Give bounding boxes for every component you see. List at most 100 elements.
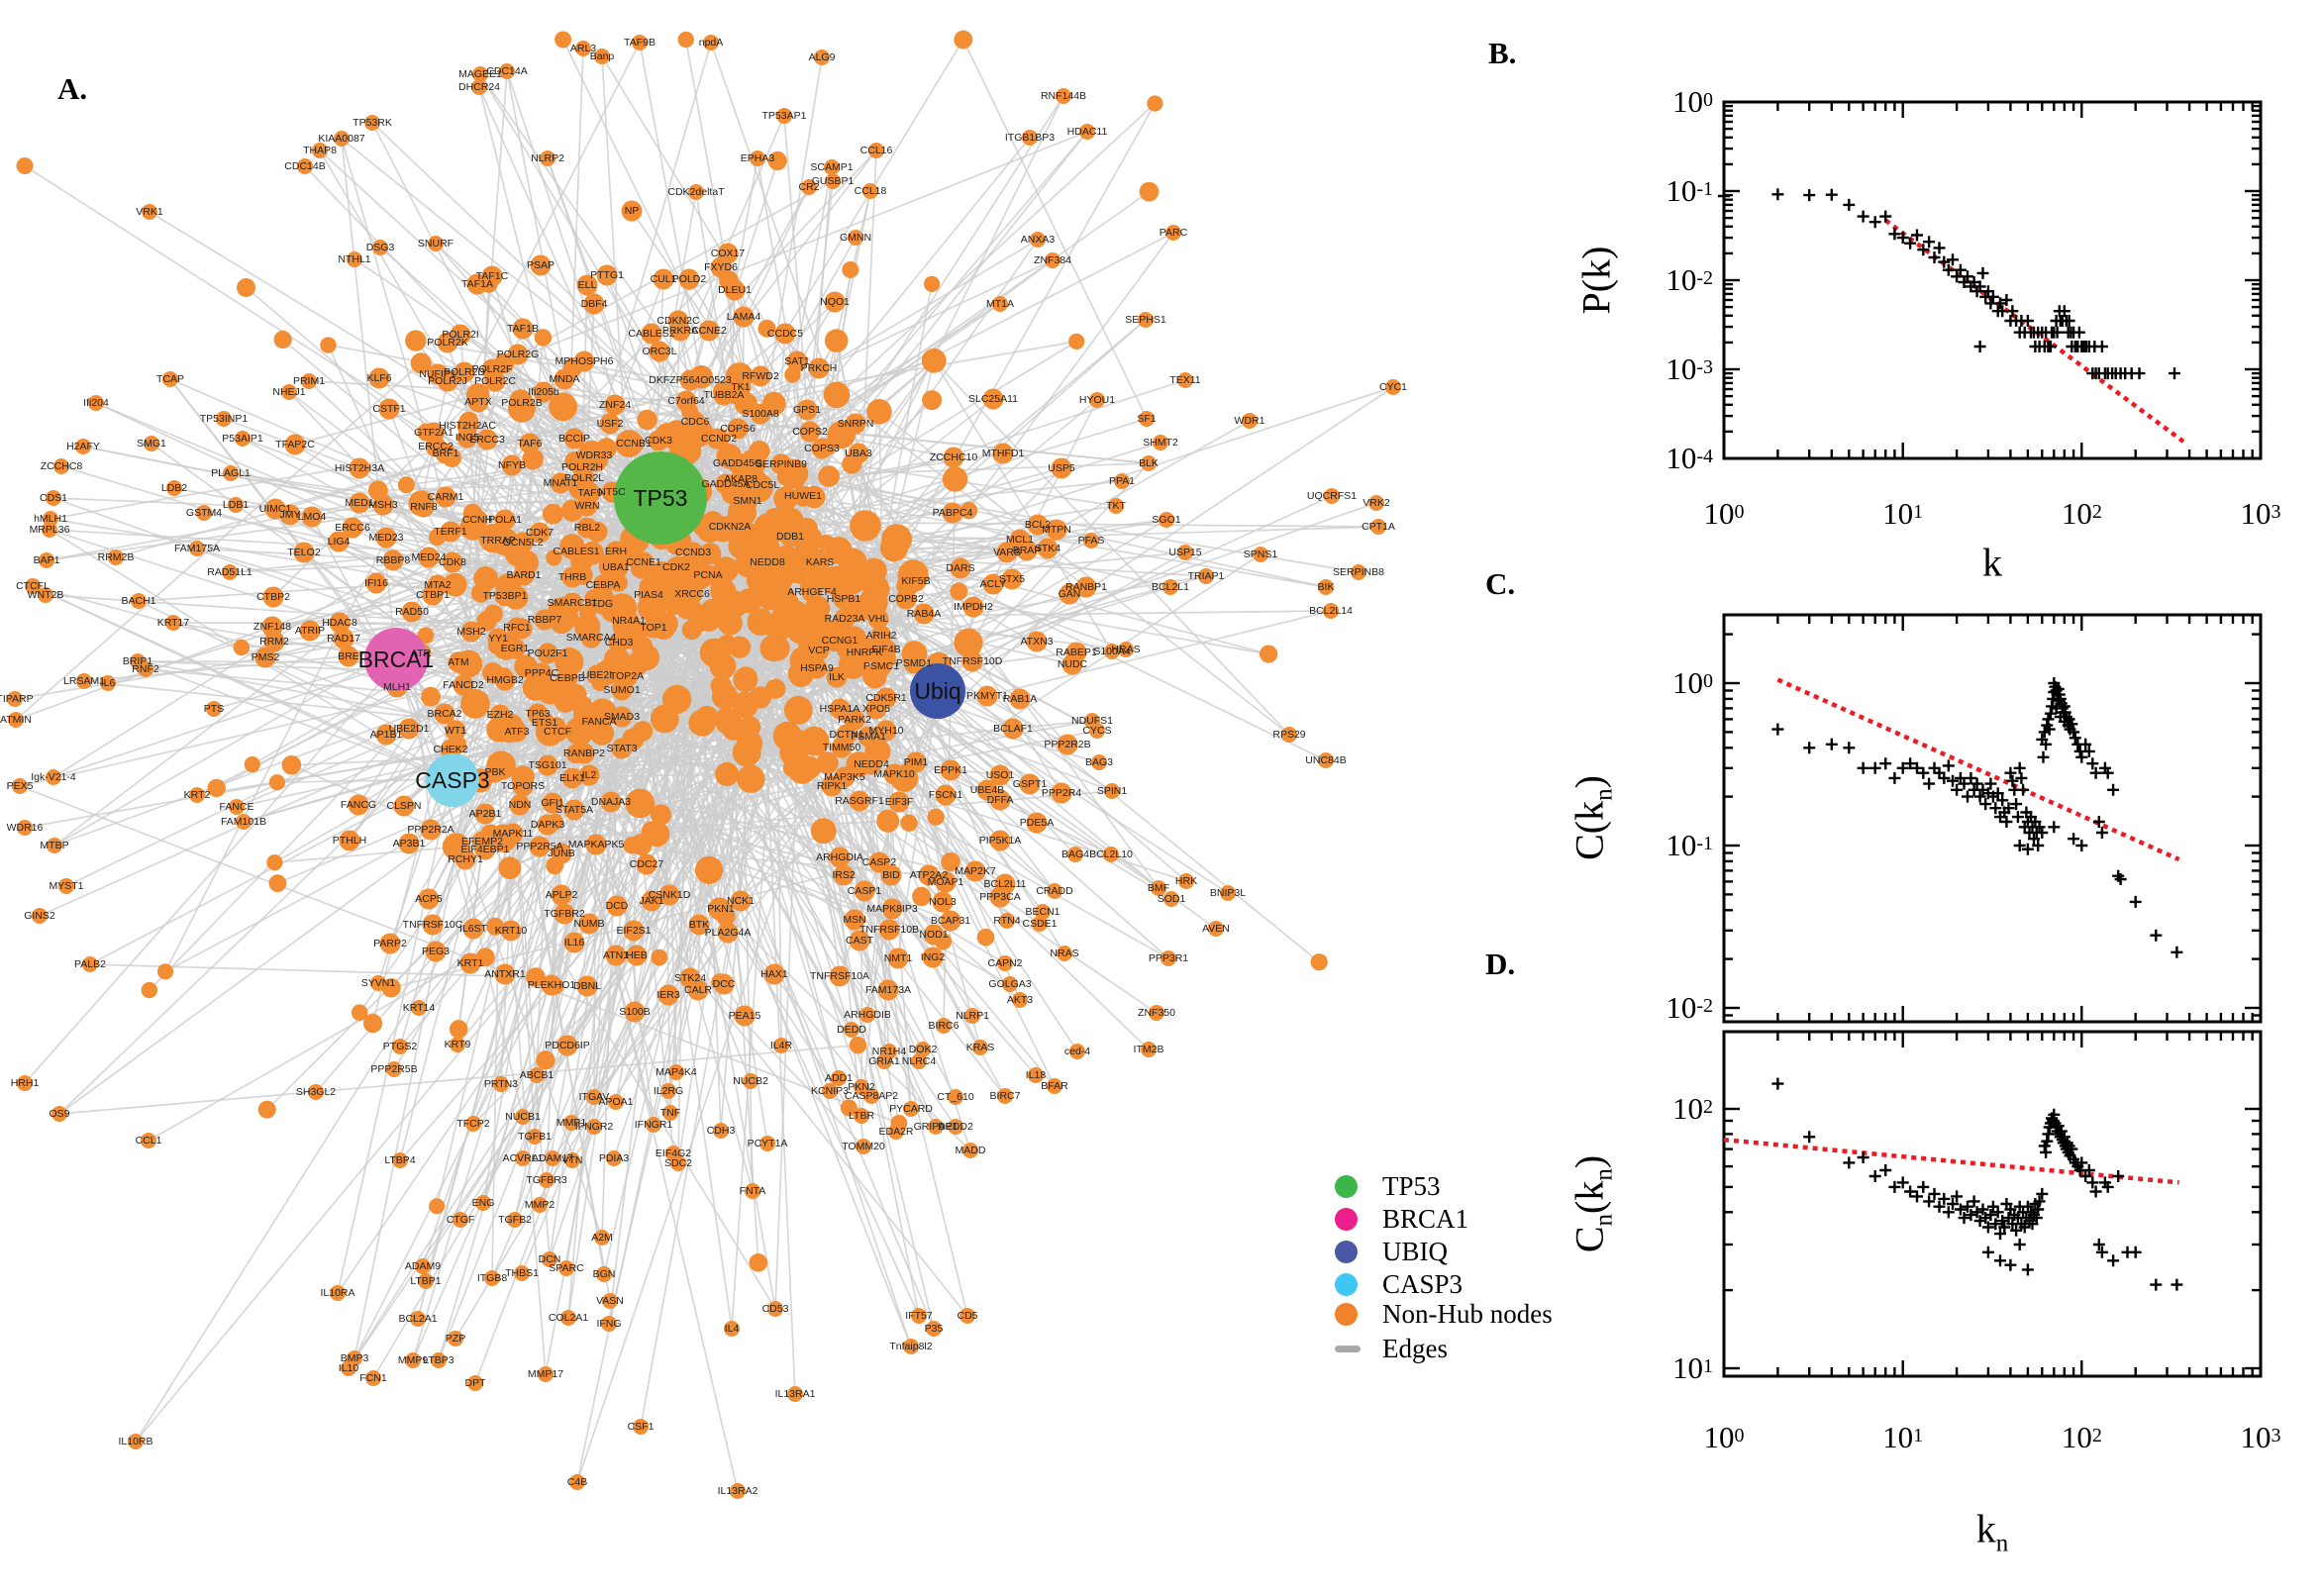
network-node: [364, 115, 380, 131]
network-node: [1118, 642, 1134, 657]
network-node: [824, 291, 846, 313]
node-label: ANTXR1: [484, 968, 526, 980]
y-tick-label: 10-1: [1666, 173, 1713, 208]
network-node: [494, 509, 516, 531]
network-node: [1162, 579, 1178, 595]
network-node: [982, 388, 1004, 410]
node-label: TOP1: [640, 622, 666, 634]
node-label: EFEMP2: [461, 836, 503, 848]
network-node: [1104, 783, 1120, 799]
node-label: ATP2A2: [910, 869, 948, 881]
hub-node-casp3: [426, 753, 479, 807]
network-node: [858, 726, 879, 748]
network-node: [824, 159, 840, 175]
network-node: [529, 1067, 545, 1083]
network-node: [942, 466, 968, 492]
network-node: [982, 573, 1004, 595]
node-label: GSPT1: [1013, 778, 1048, 790]
network-node: [349, 492, 370, 514]
network-node: [511, 392, 533, 414]
network-node: [541, 974, 562, 996]
node-label: LAMA4: [727, 311, 761, 323]
node-label: CLSPN: [386, 800, 421, 812]
network-node: [235, 431, 251, 447]
network-node: [527, 1129, 543, 1145]
network-node: [961, 650, 983, 672]
node-label: CABLES2: [628, 328, 674, 340]
network-node: [784, 729, 811, 756]
network-node: [549, 392, 577, 422]
network-node: [1059, 583, 1080, 605]
node-label: MTA2: [424, 579, 451, 591]
network-node: [1002, 718, 1024, 740]
network-node: [236, 814, 252, 830]
network-node: [39, 552, 54, 568]
node-label: KRT14: [403, 1002, 436, 1014]
network-node: [730, 1483, 746, 1499]
network-node: [563, 428, 585, 449]
node-label: ING2: [921, 951, 946, 963]
network-node: [575, 41, 591, 56]
network-node: [1141, 1042, 1157, 1057]
network-node: [903, 652, 925, 674]
node-label: hMLH1: [34, 513, 67, 525]
node-label: C4B: [567, 1476, 587, 1488]
network-node: [941, 851, 960, 872]
node-label: ERCC2: [418, 441, 454, 452]
network-node: [1001, 568, 1023, 590]
node-label: ITM2B: [1134, 1044, 1164, 1055]
network-node: [594, 1230, 610, 1246]
network-node: [526, 967, 546, 987]
node-label: PSAP: [527, 259, 555, 271]
network-node: [876, 809, 900, 833]
node-label: ACVRL1: [503, 1152, 544, 1164]
node-label: LTBP1: [410, 1275, 441, 1287]
network-node: [668, 1064, 684, 1080]
network-node: [435, 443, 456, 464]
network-node: [1149, 1005, 1164, 1021]
node-label: MMP2: [525, 1199, 555, 1211]
node-label: CDK2deltaT: [667, 186, 725, 198]
network-node: [142, 204, 157, 220]
node-label: UBA3: [845, 448, 872, 459]
network-node: [888, 1124, 904, 1140]
network-node: [1027, 514, 1049, 536]
network-node: [1139, 181, 1160, 202]
network-node: [1091, 754, 1107, 770]
node-label: CDK3: [645, 435, 672, 447]
node-label: MSH3: [368, 499, 397, 511]
network-node: [349, 457, 370, 479]
network-node: [601, 1316, 617, 1332]
network-node: [555, 648, 584, 676]
network-node: [487, 530, 509, 551]
node-label: TP53RK: [353, 117, 392, 129]
network-node: [372, 240, 388, 255]
network-node: [820, 565, 851, 596]
network-node: [82, 956, 98, 972]
network-node: [999, 913, 1015, 929]
network-node: [651, 948, 668, 966]
fit-line: [1776, 677, 2180, 862]
network-node: [787, 1386, 803, 1402]
node-label: BAG3: [1085, 756, 1113, 768]
hub-label-casp3: CASP3: [415, 767, 489, 793]
network-node: [844, 909, 865, 931]
node-label: DOK2: [909, 1044, 938, 1055]
network-node: [561, 592, 583, 614]
network-node: [499, 63, 515, 79]
network-node: [842, 261, 859, 278]
node-label: KRAS: [966, 1042, 995, 1053]
panel-letter-b: B.: [1488, 36, 1517, 70]
node-label: CDS1: [40, 492, 67, 504]
node-label: CPT1A: [1362, 521, 1395, 533]
node-label: TAF1A: [461, 278, 493, 290]
network-node: [46, 490, 61, 506]
network-node: [542, 1251, 557, 1267]
node-label: COPS2: [792, 426, 828, 438]
node-label: USP15: [1168, 547, 1201, 558]
network-node: [459, 952, 481, 974]
node-label: CCND2: [701, 433, 737, 445]
network-node: [1163, 891, 1179, 907]
node-label: PPP2R2A: [407, 824, 454, 836]
network-node: [100, 675, 116, 691]
